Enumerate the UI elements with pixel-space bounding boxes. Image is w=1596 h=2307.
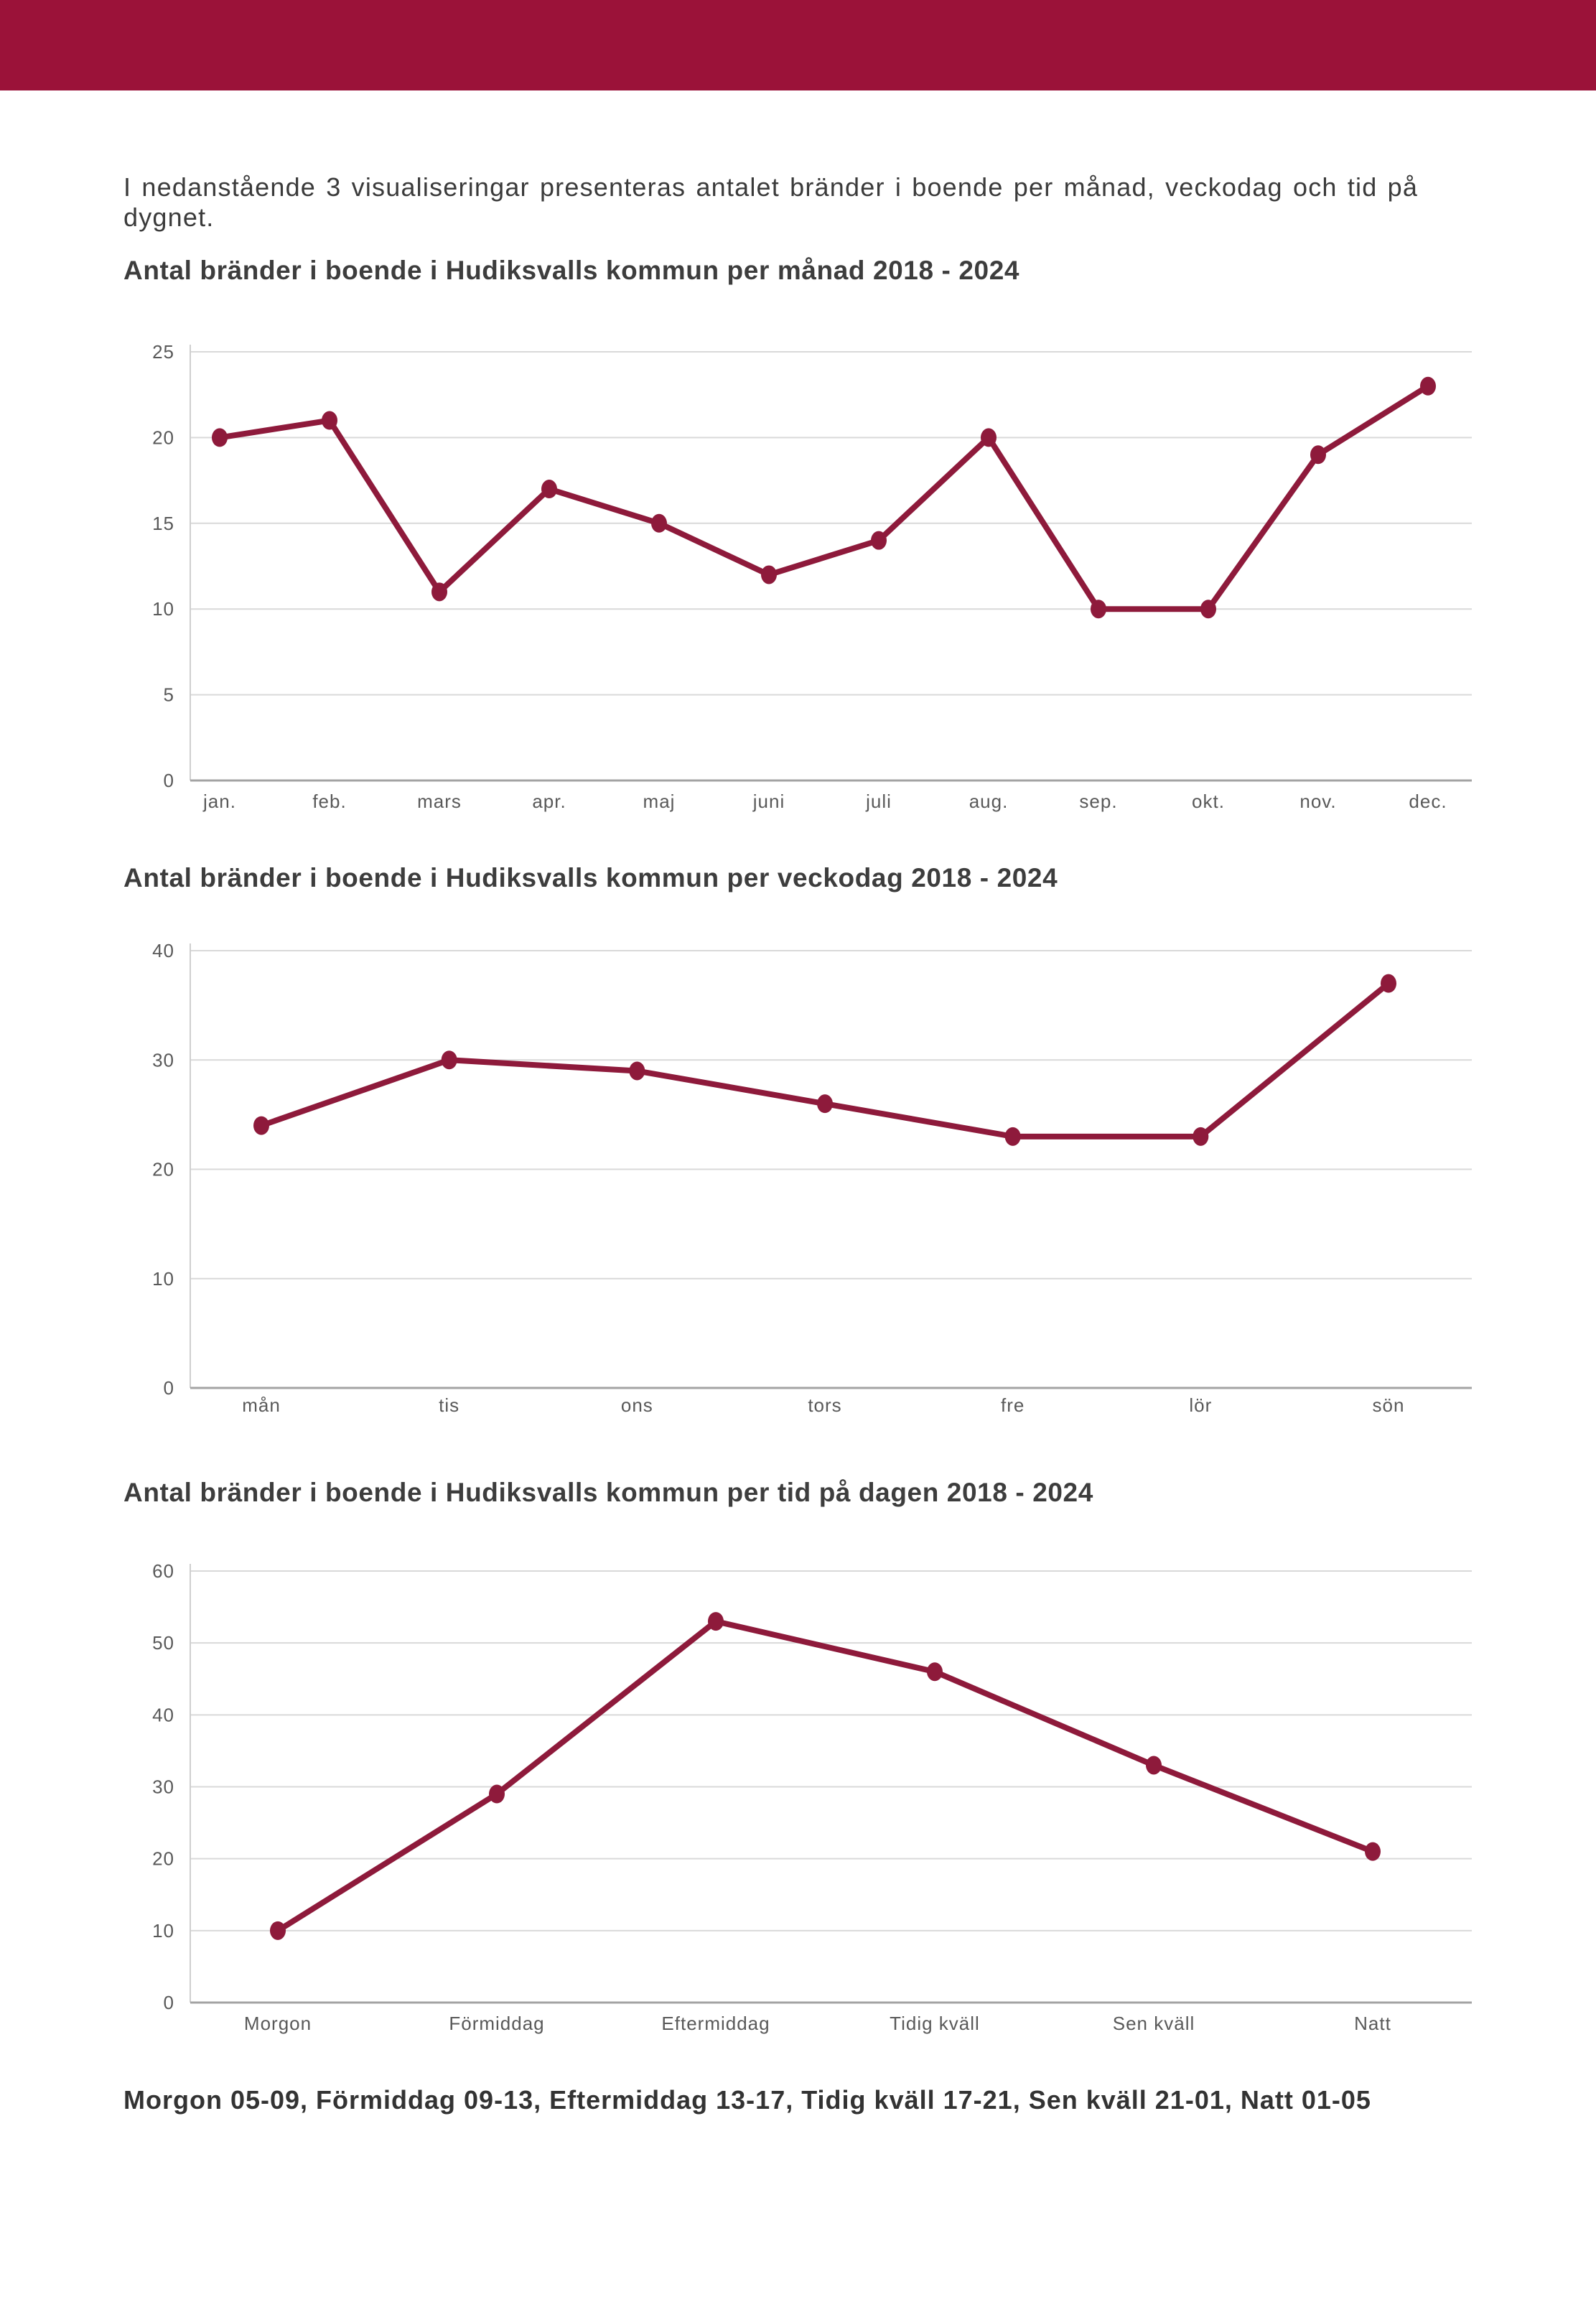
time-ranges-footnote: Morgon 05-09, Förmiddag 09-13, Eftermidd… (123, 2085, 1371, 2115)
y-tick-labels: 0 10 20 30 40 50 60 (152, 1560, 174, 2013)
x-tick-labels: Morgon Förmiddag Eftermiddag Tidig kväll Sen… (244, 2013, 1391, 2034)
data-point-marker (981, 428, 997, 447)
y-tick-label: 20 (152, 1159, 174, 1180)
x-tick-label: dec. (1409, 791, 1447, 812)
y-tick-labels: 0 10 20 30 40 (152, 940, 174, 1399)
x-tick-label: mån (242, 1394, 281, 1416)
data-point-marker (1193, 1127, 1209, 1146)
data-point-marker (1420, 376, 1436, 396)
data-point-marker (1381, 974, 1396, 993)
data-point-marker (541, 480, 557, 499)
line-chart-fires-per-month: 0 5 10 15 20 25 jan. feb. mars apr. maj juni juli aug… (152, 341, 1472, 812)
data-line (275, 1618, 1376, 1934)
data-point-marker (1365, 1842, 1381, 1861)
x-tick-label: lör (1189, 1394, 1212, 1416)
gridlines (190, 950, 1472, 1280)
data-points (253, 974, 1396, 1146)
x-tick-label: Sen kväll (1113, 2013, 1195, 2034)
data-point-marker (817, 1094, 833, 1114)
data-point-marker (708, 1612, 724, 1631)
y-tick-label: 25 (152, 341, 174, 363)
data-point-marker (441, 1050, 457, 1070)
data-point-marker (871, 531, 887, 550)
gridlines (190, 351, 1472, 696)
x-tick-labels: jan. feb. mars apr. maj juni juli aug. sep. okt. n… (202, 791, 1447, 812)
data-point-marker (1091, 600, 1106, 619)
x-tick-label: apr. (532, 791, 566, 812)
data-point-marker (322, 411, 337, 430)
y-tick-label: 5 (164, 684, 174, 706)
header-bar (0, 0, 1596, 90)
data-points (212, 376, 1436, 619)
data-point-marker (212, 428, 228, 447)
gridlines (190, 1570, 1472, 1931)
x-tick-label: feb. (312, 791, 346, 812)
y-tick-label: 50 (152, 1632, 174, 1654)
chart-title-per-weekday: Antal bränder i boende i Hudiksvalls kom… (123, 863, 1058, 892)
data-point-marker (651, 513, 667, 533)
x-tick-label: sön (1373, 1394, 1405, 1416)
data-point-marker (253, 1116, 269, 1135)
intro-text: I nedanstående 3 visualiseringar present… (123, 172, 1419, 232)
chart-title-per-time-of-day: Antal bränder i boende i Hudiksvalls kom… (123, 1478, 1093, 1507)
x-tick-label: Natt (1354, 2013, 1391, 2034)
x-tick-label: mars (417, 791, 462, 812)
x-tick-labels: mån tis ons tors fre lör sön (242, 1394, 1404, 1416)
x-tick-label: jan. (202, 791, 236, 812)
data-point-marker (1146, 1756, 1162, 1775)
data-point-marker (629, 1061, 645, 1081)
data-point-marker (1004, 1127, 1021, 1146)
data-point-marker (761, 565, 777, 584)
x-tick-label: Förmiddag (449, 2013, 544, 2034)
y-tick-label: 40 (152, 1704, 174, 1725)
y-tick-label: 10 (152, 1920, 174, 1942)
y-tick-label: 0 (164, 770, 174, 791)
data-point-marker (489, 1784, 505, 1804)
y-tick-label: 30 (152, 1049, 174, 1071)
chart-title-per-month: Antal bränder i boende i Hudiksvalls kom… (123, 256, 1020, 285)
y-tick-label: 60 (152, 1560, 174, 1582)
line-chart-fires-per-weekday: 0 10 20 30 40 mån tis ons tors fre lör sön (152, 940, 1472, 1416)
x-tick-label: Eftermiddag (661, 2013, 770, 2034)
x-tick-label: juli (865, 791, 892, 812)
y-tick-label: 30 (152, 1776, 174, 1798)
x-tick-label: ons (621, 1394, 653, 1416)
y-tick-label: 20 (152, 427, 174, 448)
x-tick-label: Tidig kväll (890, 2013, 980, 2034)
x-tick-label: okt. (1192, 791, 1225, 812)
x-tick-label: aug. (969, 791, 1009, 812)
data-points (270, 1612, 1381, 1940)
data-line (217, 383, 1431, 612)
x-tick-label: sep. (1079, 791, 1117, 812)
line-chart-fires-per-time-of-day: 0 10 20 30 40 50 60 Morgon Förmiddag Eftermiddag T… (152, 1560, 1472, 2034)
x-tick-label: Morgon (244, 2013, 312, 2034)
y-tick-label: 10 (152, 598, 174, 620)
data-point-marker (1310, 445, 1326, 465)
data-point-marker (270, 1921, 286, 1940)
x-tick-label: maj (643, 791, 676, 812)
y-tick-labels: 0 5 10 15 20 25 (152, 341, 174, 791)
y-tick-label: 0 (164, 1992, 174, 2013)
data-point-marker (431, 582, 447, 602)
data-point-marker (1200, 600, 1216, 619)
y-tick-label: 0 (164, 1377, 174, 1399)
x-tick-label: tors (808, 1394, 841, 1416)
x-tick-label: juni (752, 791, 785, 812)
x-tick-label: nov. (1299, 791, 1336, 812)
y-tick-label: 15 (152, 513, 174, 534)
y-tick-label: 40 (152, 940, 174, 961)
data-point-marker (927, 1662, 943, 1682)
y-tick-label: 20 (152, 1848, 174, 1870)
x-tick-label: tis (439, 1394, 459, 1416)
x-tick-label: fre (1001, 1394, 1025, 1416)
y-tick-label: 10 (152, 1268, 174, 1290)
